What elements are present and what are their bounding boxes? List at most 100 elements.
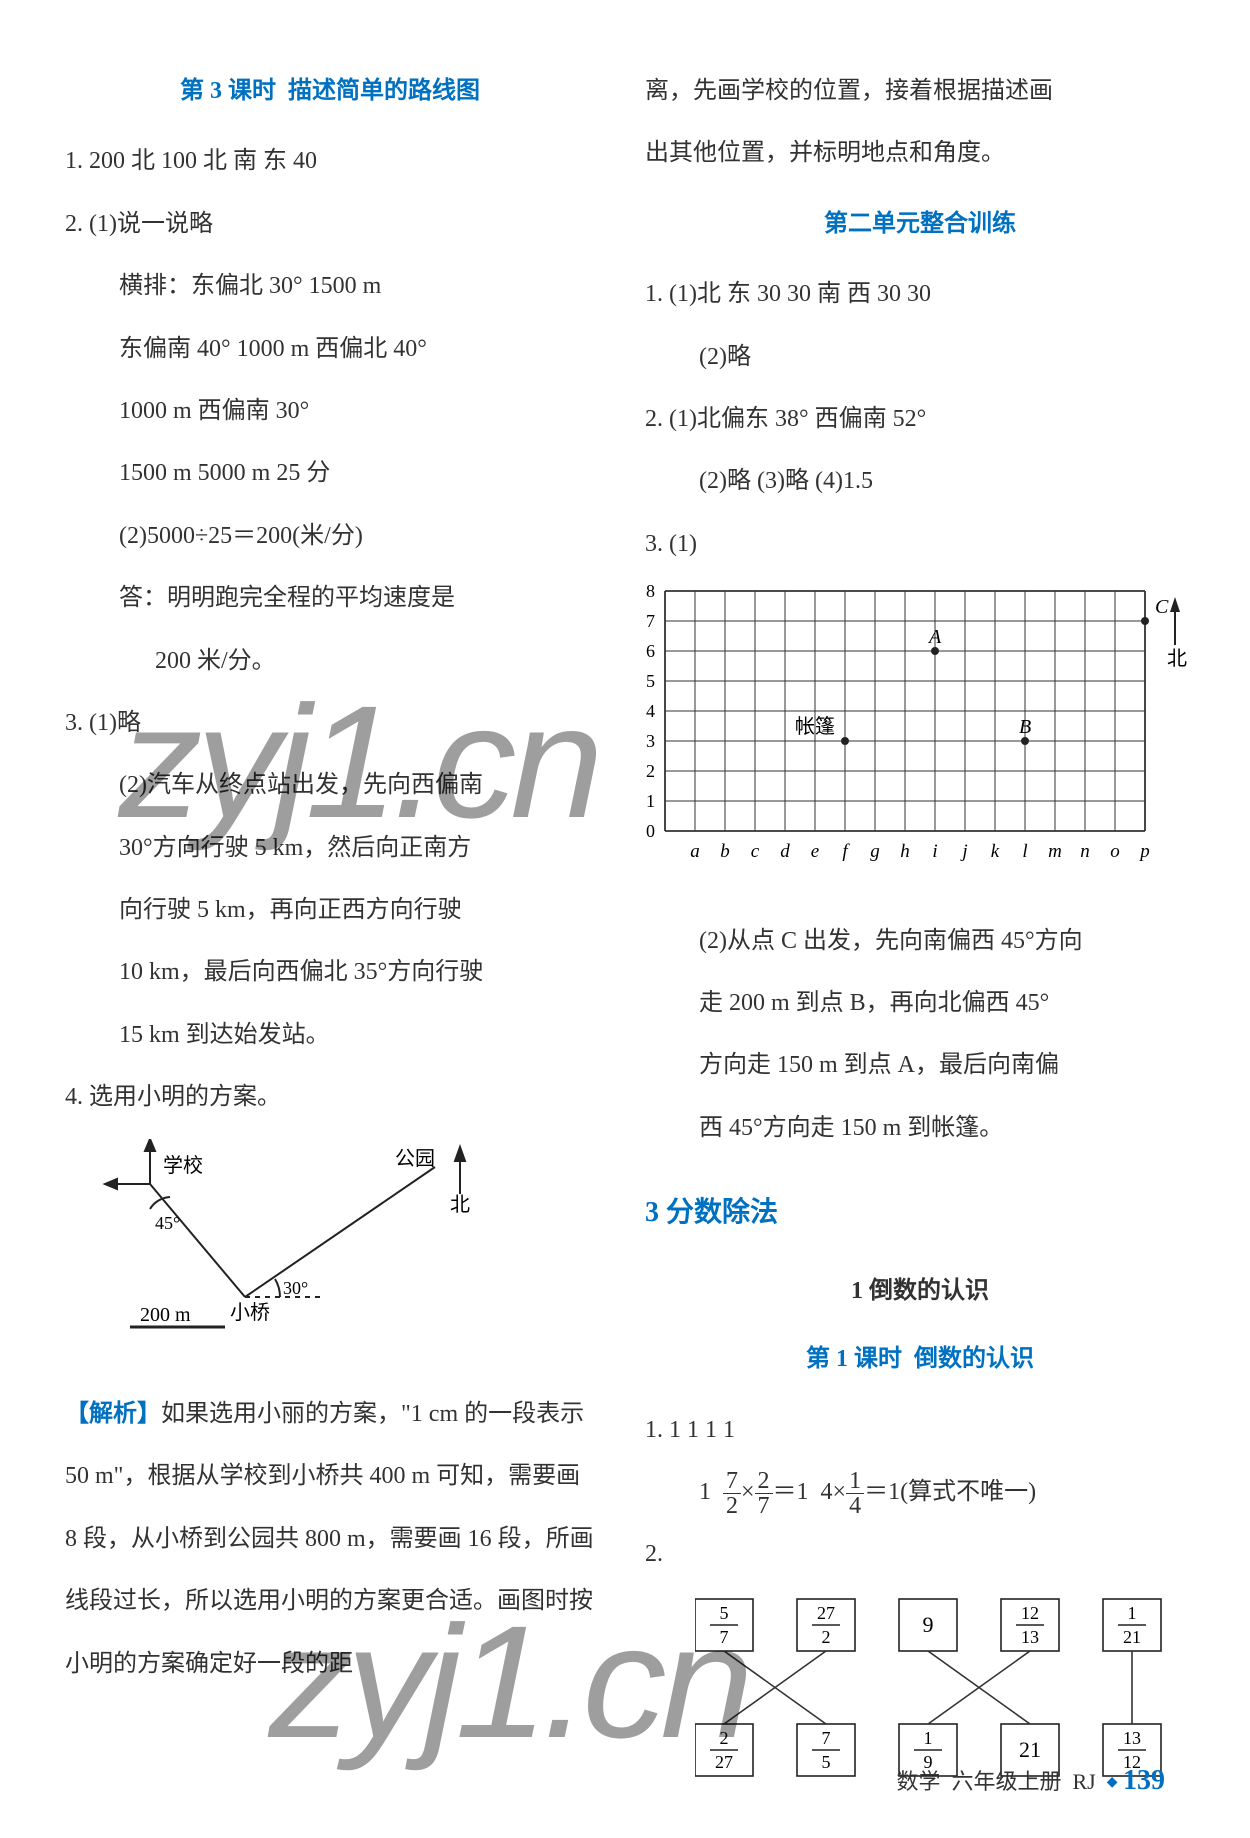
- svg-text:p: p: [1138, 841, 1150, 862]
- svg-text:a: a: [690, 841, 700, 862]
- page: 第 3 课时 描述简单的路线图 1. 200 北 100 北 南 东 40 2.…: [0, 0, 1250, 1838]
- svg-text:30°: 30°: [283, 1278, 308, 1298]
- q2-p2-eq: (2)5000÷25＝200(米/分): [65, 505, 595, 567]
- u-q3-2c: 方向走 150 m 到点 A，最后向南偏: [645, 1034, 1195, 1096]
- u-q2a: 2. (1)北偏东 38° 西偏南 52°: [645, 388, 1195, 450]
- u-q3: 3. (1): [645, 513, 1195, 575]
- svg-text:帐篷: 帐篷: [795, 715, 835, 738]
- q2-l1: 横排：东偏北 30° 1500 m: [65, 255, 595, 317]
- footer-subject: 数学: [896, 1769, 940, 1794]
- svg-text:B: B: [1019, 716, 1031, 738]
- q3-2e: 15 km 到达始发站。: [65, 1004, 595, 1066]
- svg-text:f: f: [842, 841, 850, 862]
- cont1: 离，先画学校的位置，接着根据描述画: [645, 60, 1195, 122]
- svg-text:公园: 公园: [395, 1148, 435, 1170]
- svg-text:21: 21: [1019, 1737, 1041, 1762]
- svg-text:6: 6: [646, 641, 655, 661]
- cont2: 出其他位置，并标明地点和角度。: [645, 122, 1195, 184]
- svg-text:3: 3: [646, 731, 655, 751]
- svg-text:45°: 45°: [155, 1213, 180, 1233]
- lesson2-title: 倒数的认识: [914, 1346, 1034, 1372]
- q2-p2-ans: 答：明明跑完全程的平均速度是: [65, 567, 595, 629]
- svg-text:i: i: [932, 841, 937, 862]
- svg-text:学校: 学校: [163, 1154, 203, 1177]
- page-number: 139: [1123, 1765, 1165, 1796]
- svg-text:b: b: [720, 841, 730, 862]
- svg-text:7: 7: [646, 611, 655, 631]
- lesson-title: 描述简单的路线图: [288, 78, 480, 104]
- svg-text:e: e: [811, 841, 819, 862]
- subsection-heading: 1 倒数的认识: [645, 1260, 1195, 1322]
- svg-text:2: 2: [822, 1627, 831, 1647]
- lesson2-num: 第 1 课时: [806, 1346, 902, 1372]
- svg-text:北: 北: [450, 1193, 470, 1216]
- svg-text:2: 2: [646, 761, 655, 781]
- svg-text:5: 5: [720, 1603, 729, 1623]
- svg-text:0: 0: [646, 821, 655, 841]
- footer-grade: 六年级上册: [951, 1769, 1061, 1794]
- q3-2c: 向行驶 5 km，再向正西方向行驶: [65, 879, 595, 941]
- svg-text:h: h: [900, 841, 910, 862]
- q2-l3: 1000 m 西偏南 30°: [65, 380, 595, 442]
- q1: 1. 200 北 100 北 南 东 40: [65, 130, 595, 192]
- r-q1-eq: 1 72×27＝1 4×14＝1(算式不唯一): [645, 1461, 1195, 1523]
- svg-text:o: o: [1110, 841, 1120, 862]
- svg-text:k: k: [991, 841, 1000, 862]
- lesson-heading: 第 3 课时 描述简单的路线图: [65, 60, 595, 122]
- svg-text:7: 7: [822, 1728, 831, 1748]
- svg-text:小桥: 小桥: [230, 1301, 270, 1324]
- svg-text:d: d: [780, 841, 790, 862]
- q3-2d: 10 km，最后向西偏北 35°方向行驶: [65, 941, 595, 1003]
- r-q2: 2.: [645, 1523, 1195, 1585]
- svg-text:c: c: [751, 841, 760, 862]
- svg-text:1: 1: [646, 791, 655, 811]
- svg-text:j: j: [959, 841, 967, 862]
- r-q1: 1. 1 1 1 1: [645, 1399, 1195, 1461]
- svg-text:g: g: [870, 841, 880, 862]
- analysis-label: 【解析】: [65, 1401, 161, 1427]
- svg-text:13: 13: [1021, 1627, 1039, 1647]
- u-q2b: (2)略 (3)略 (4)1.5: [645, 450, 1195, 512]
- u-q3-2d: 西 45°方向走 150 m 到帐篷。: [645, 1097, 1195, 1159]
- svg-text:7: 7: [720, 1627, 729, 1647]
- u-q3-2a: (2)从点 C 出发，先向南偏西 45°方向: [645, 910, 1195, 972]
- u-q3-2b: 走 200 m 到点 B，再向北偏西 45°: [645, 972, 1195, 1034]
- page-footer: 数学 六年级上册 RJ ◆ 139: [896, 1764, 1165, 1797]
- svg-text:2: 2: [720, 1728, 729, 1748]
- q3-head: 3. (1)略: [65, 692, 595, 754]
- diamond-icon: ◆: [1107, 1775, 1118, 1790]
- right-column: 离，先画学校的位置，接着根据描述画 出其他位置，并标明地点和角度。 第二单元整合…: [645, 60, 1195, 1808]
- svg-text:C: C: [1155, 596, 1169, 618]
- svg-text:9: 9: [923, 1612, 934, 1637]
- svg-text:13: 13: [1123, 1728, 1141, 1748]
- svg-text:4: 4: [646, 701, 655, 721]
- q2-l4: 1500 m 5000 m 25 分: [65, 442, 595, 504]
- lesson-num: 第 3 课时: [180, 78, 276, 104]
- svg-text:n: n: [1080, 841, 1090, 862]
- q2-head: 2. (1)说一说略: [65, 193, 595, 255]
- svg-text:l: l: [1022, 841, 1027, 862]
- svg-text:27: 27: [817, 1603, 835, 1623]
- svg-text:m: m: [1048, 841, 1062, 862]
- q2-l2: 东偏南 40° 1000 m 西偏北 40°: [65, 318, 595, 380]
- svg-text:A: A: [927, 626, 942, 648]
- unit-heading: 第二单元整合训练: [645, 193, 1195, 255]
- u-q1b: (2)略: [645, 326, 1195, 388]
- svg-text:27: 27: [715, 1752, 733, 1772]
- footer-edition: RJ: [1072, 1769, 1095, 1794]
- svg-text:北: 北: [1167, 647, 1187, 670]
- q3-2a: (2)汽车从终点站出发，先向西偏南: [65, 754, 595, 816]
- q3-2b: 30°方向行驶 5 km，然后向正南方: [65, 817, 595, 879]
- chapter-heading: 3 分数除法: [645, 1177, 1195, 1250]
- q2-p2-ans2: 200 米/分。: [65, 630, 595, 692]
- svg-text:1: 1: [1128, 1603, 1137, 1623]
- left-column: 第 3 课时 描述简单的路线图 1. 200 北 100 北 南 东 40 2.…: [65, 60, 595, 1808]
- q4-diagram: 学校 公园 北 小桥 45° 30° 200 m: [95, 1139, 595, 1373]
- lesson2-heading: 第 1 课时 倒数的认识: [645, 1328, 1195, 1390]
- svg-text:5: 5: [822, 1752, 831, 1772]
- svg-text:1: 1: [924, 1728, 933, 1748]
- svg-text:5: 5: [646, 671, 655, 691]
- analysis-body: 如果选用小丽的方案，"1 cm 的一段表示 50 m"，根据从学校到小桥共 40…: [65, 1401, 594, 1677]
- u-q1a: 1. (1)北 东 30 30 南 西 30 30: [645, 263, 1195, 325]
- svg-text:21: 21: [1123, 1627, 1141, 1647]
